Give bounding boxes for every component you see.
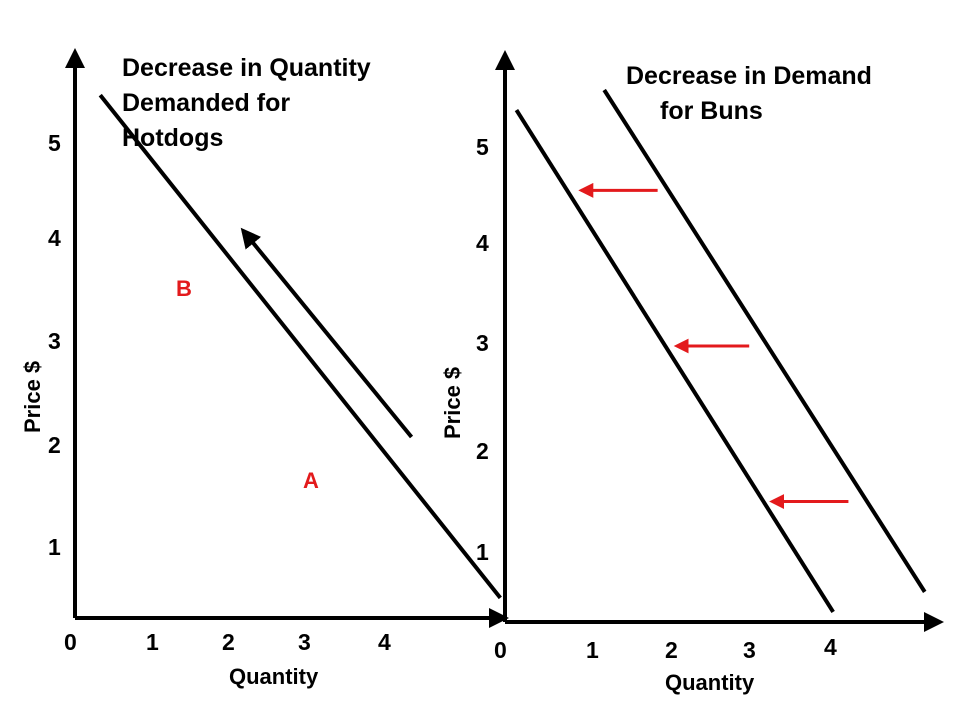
right-y-tick-1: 1 <box>476 539 489 565</box>
left-x-tick-0: 0 <box>64 629 77 655</box>
left-chart-title-line-1: Decrease in Quantity <box>122 54 371 82</box>
point-label-b: B <box>176 276 192 301</box>
left-y-tick-4: 4 <box>48 225 61 251</box>
right-chart: Decrease in Demand for Buns 5 4 3 2 1 0 … <box>440 50 944 695</box>
left-y-axis-title: Price $ <box>20 361 45 433</box>
right-x-tick-0: 0 <box>494 637 507 663</box>
right-y-tick-4: 4 <box>476 230 489 256</box>
right-original-demand-curve <box>514 109 835 614</box>
left-y-tick-3: 3 <box>48 328 61 354</box>
right-x-tick-1: 1 <box>586 637 599 663</box>
left-y-tick-2: 2 <box>48 432 61 458</box>
right-y-tick-5: 5 <box>476 134 489 160</box>
left-x-tick-2: 2 <box>222 629 235 655</box>
right-x-tick-2: 2 <box>665 637 678 663</box>
left-chart: Decrease in Quantity Demanded for Hotdog… <box>20 48 509 689</box>
left-movement-arrow <box>240 227 414 439</box>
right-y-tick-3: 3 <box>476 330 489 356</box>
right-x-tick-4: 4 <box>824 634 837 660</box>
left-y-tick-5: 5 <box>48 130 61 156</box>
left-x-tick-4: 4 <box>378 629 391 655</box>
left-demand-curve <box>98 93 502 600</box>
point-label-a: A <box>303 468 319 493</box>
left-y-tick-1: 1 <box>48 534 61 560</box>
left-x-axis-title: Quantity <box>229 664 319 689</box>
right-chart-title-line-2: for Buns <box>660 97 763 125</box>
right-y-tick-2: 2 <box>476 438 489 464</box>
right-shifted-demand-curve <box>602 88 927 593</box>
left-chart-title-line-3: Hotdogs <box>122 124 223 152</box>
right-chart-title-line-1: Decrease in Demand <box>626 62 872 90</box>
left-x-tick-1: 1 <box>146 629 159 655</box>
right-y-axis-title: Price $ <box>440 367 465 439</box>
left-chart-title-line-2: Demanded for <box>122 89 290 117</box>
left-x-tick-3: 3 <box>298 629 311 655</box>
right-x-tick-3: 3 <box>743 637 756 663</box>
right-x-axis-title: Quantity <box>665 670 755 695</box>
